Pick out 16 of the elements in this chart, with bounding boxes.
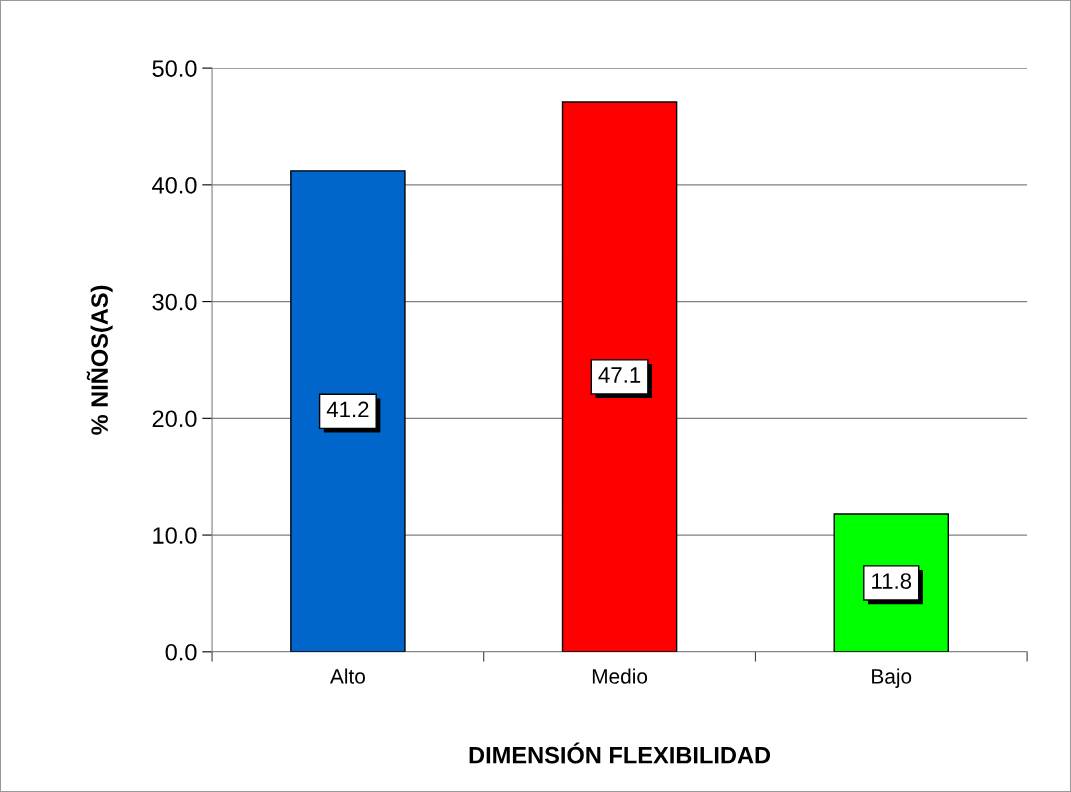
bar [290, 170, 406, 652]
x-tick-label: Medio [592, 668, 648, 684]
x-tick-label: Bajo [872, 668, 912, 688]
y-tick-label: 10.0 [153, 527, 197, 544]
y-tick-label: 20.0 [152, 410, 197, 428]
x-tick-label: Alto [329, 668, 365, 684]
bar [561, 101, 678, 652]
y-tick-label: 30.0 [152, 293, 197, 311]
data-label: 41.2 [326, 401, 369, 418]
y-tick-label: 50.0 [152, 60, 197, 77]
y-tick-label: 40.0 [152, 176, 197, 194]
x-axis-title: DIMENSIÓN FLEXIBILIDAD [469, 742, 771, 764]
data-label: 11.8 [872, 573, 912, 589]
y-tick-label: 0.0 [165, 643, 197, 661]
y-axis-title: % NIÑOS(AS) [86, 285, 113, 435]
data-label: 47.1 [598, 367, 641, 383]
